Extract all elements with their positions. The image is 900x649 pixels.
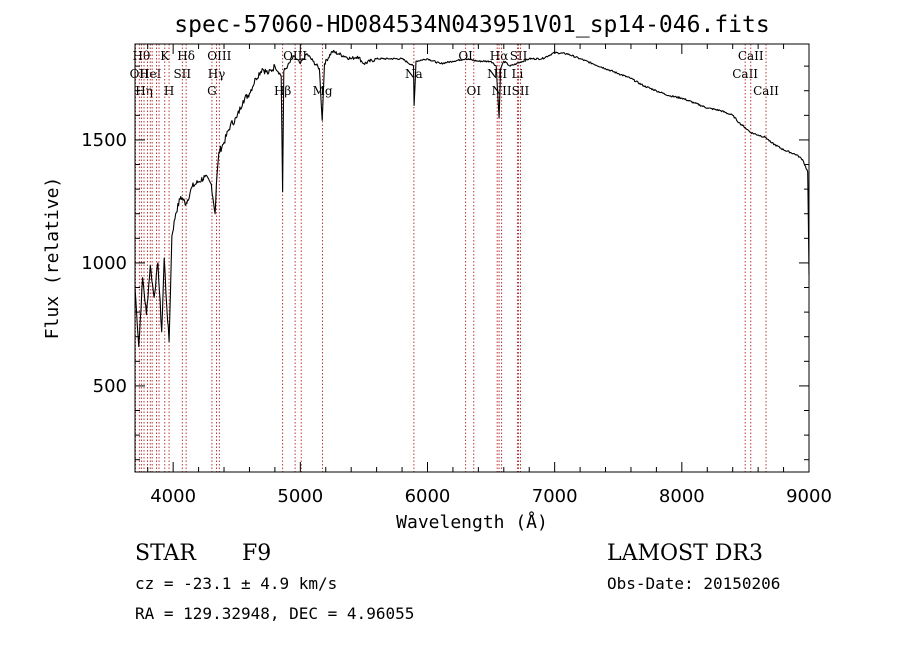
axis-ticks: 4000 5000 6000 7000 8000 9000 500 1000 1500 bbox=[81, 44, 832, 507]
x-tick-label: 5000 bbox=[277, 486, 323, 507]
line-marker-label: H bbox=[164, 84, 174, 98]
object-subclass: F9 bbox=[242, 541, 271, 566]
plot-frame bbox=[134, 43, 810, 473]
spectrum-series-line bbox=[134, 49, 810, 348]
line-marker-label: SII bbox=[510, 49, 528, 63]
x-tick-label: 4000 bbox=[150, 486, 196, 507]
line-marker-label: NII bbox=[492, 84, 512, 98]
line-marker-label: SII bbox=[173, 67, 191, 81]
line-marker-label: HeI bbox=[139, 67, 162, 81]
x-tick-label: 8000 bbox=[659, 486, 705, 507]
y-tick-label: 1000 bbox=[81, 253, 127, 274]
line-marker-label: CaII bbox=[738, 49, 764, 63]
x-tick-label: 9000 bbox=[786, 486, 832, 507]
line-marker-label: Mg bbox=[313, 84, 333, 98]
line-marker-label: CaII bbox=[753, 84, 779, 98]
survey-name: LAMOST DR3 bbox=[607, 541, 763, 566]
ra-dec-coordinates: RA = 129.32948, DEC = 4.96055 bbox=[135, 604, 414, 623]
line-marker-label: Li bbox=[511, 67, 523, 81]
x-tick-label: 6000 bbox=[405, 486, 451, 507]
line-marker-label: CaII bbox=[732, 67, 758, 81]
line-marker-label: Hθ bbox=[133, 49, 151, 63]
line-marker-label: Hα bbox=[490, 49, 509, 63]
observation-date: Obs-Date: 20150206 bbox=[607, 574, 780, 593]
line-marker-label: Hβ bbox=[274, 84, 291, 98]
line-marker-label: OI bbox=[458, 49, 473, 63]
y-tick-label: 1500 bbox=[81, 130, 127, 151]
x-tick-label: 7000 bbox=[532, 486, 578, 507]
line-marker-label: G bbox=[207, 84, 217, 98]
line-marker-label: Hη bbox=[135, 84, 153, 98]
line-marker-label: SII bbox=[512, 84, 530, 98]
y-axis-label: Flux (relative) bbox=[42, 177, 63, 340]
x-axis-label: Wavelength (Å) bbox=[396, 511, 548, 533]
line-marker-label: OIII bbox=[207, 49, 231, 63]
chart-title: spec-57060-HD084534N043951V01_sp14-046.f… bbox=[174, 12, 769, 38]
line-marker-label: NII bbox=[487, 67, 507, 81]
line-marker-label: Hδ bbox=[177, 49, 195, 63]
y-tick-label: 500 bbox=[93, 376, 127, 397]
line-marker-label: K bbox=[160, 49, 170, 63]
line-marker-label: OI bbox=[466, 84, 481, 98]
line-marker-label: Hγ bbox=[208, 67, 226, 81]
spectral-line-markers: OIIHθHηHeIKHSIIHδGHγOIIIHβOIIIMgNaOIOINI… bbox=[130, 44, 779, 472]
object-class: STAR bbox=[135, 541, 197, 566]
redshift-cz: cz = -23.1 ± 4.9 km/s bbox=[135, 574, 337, 593]
